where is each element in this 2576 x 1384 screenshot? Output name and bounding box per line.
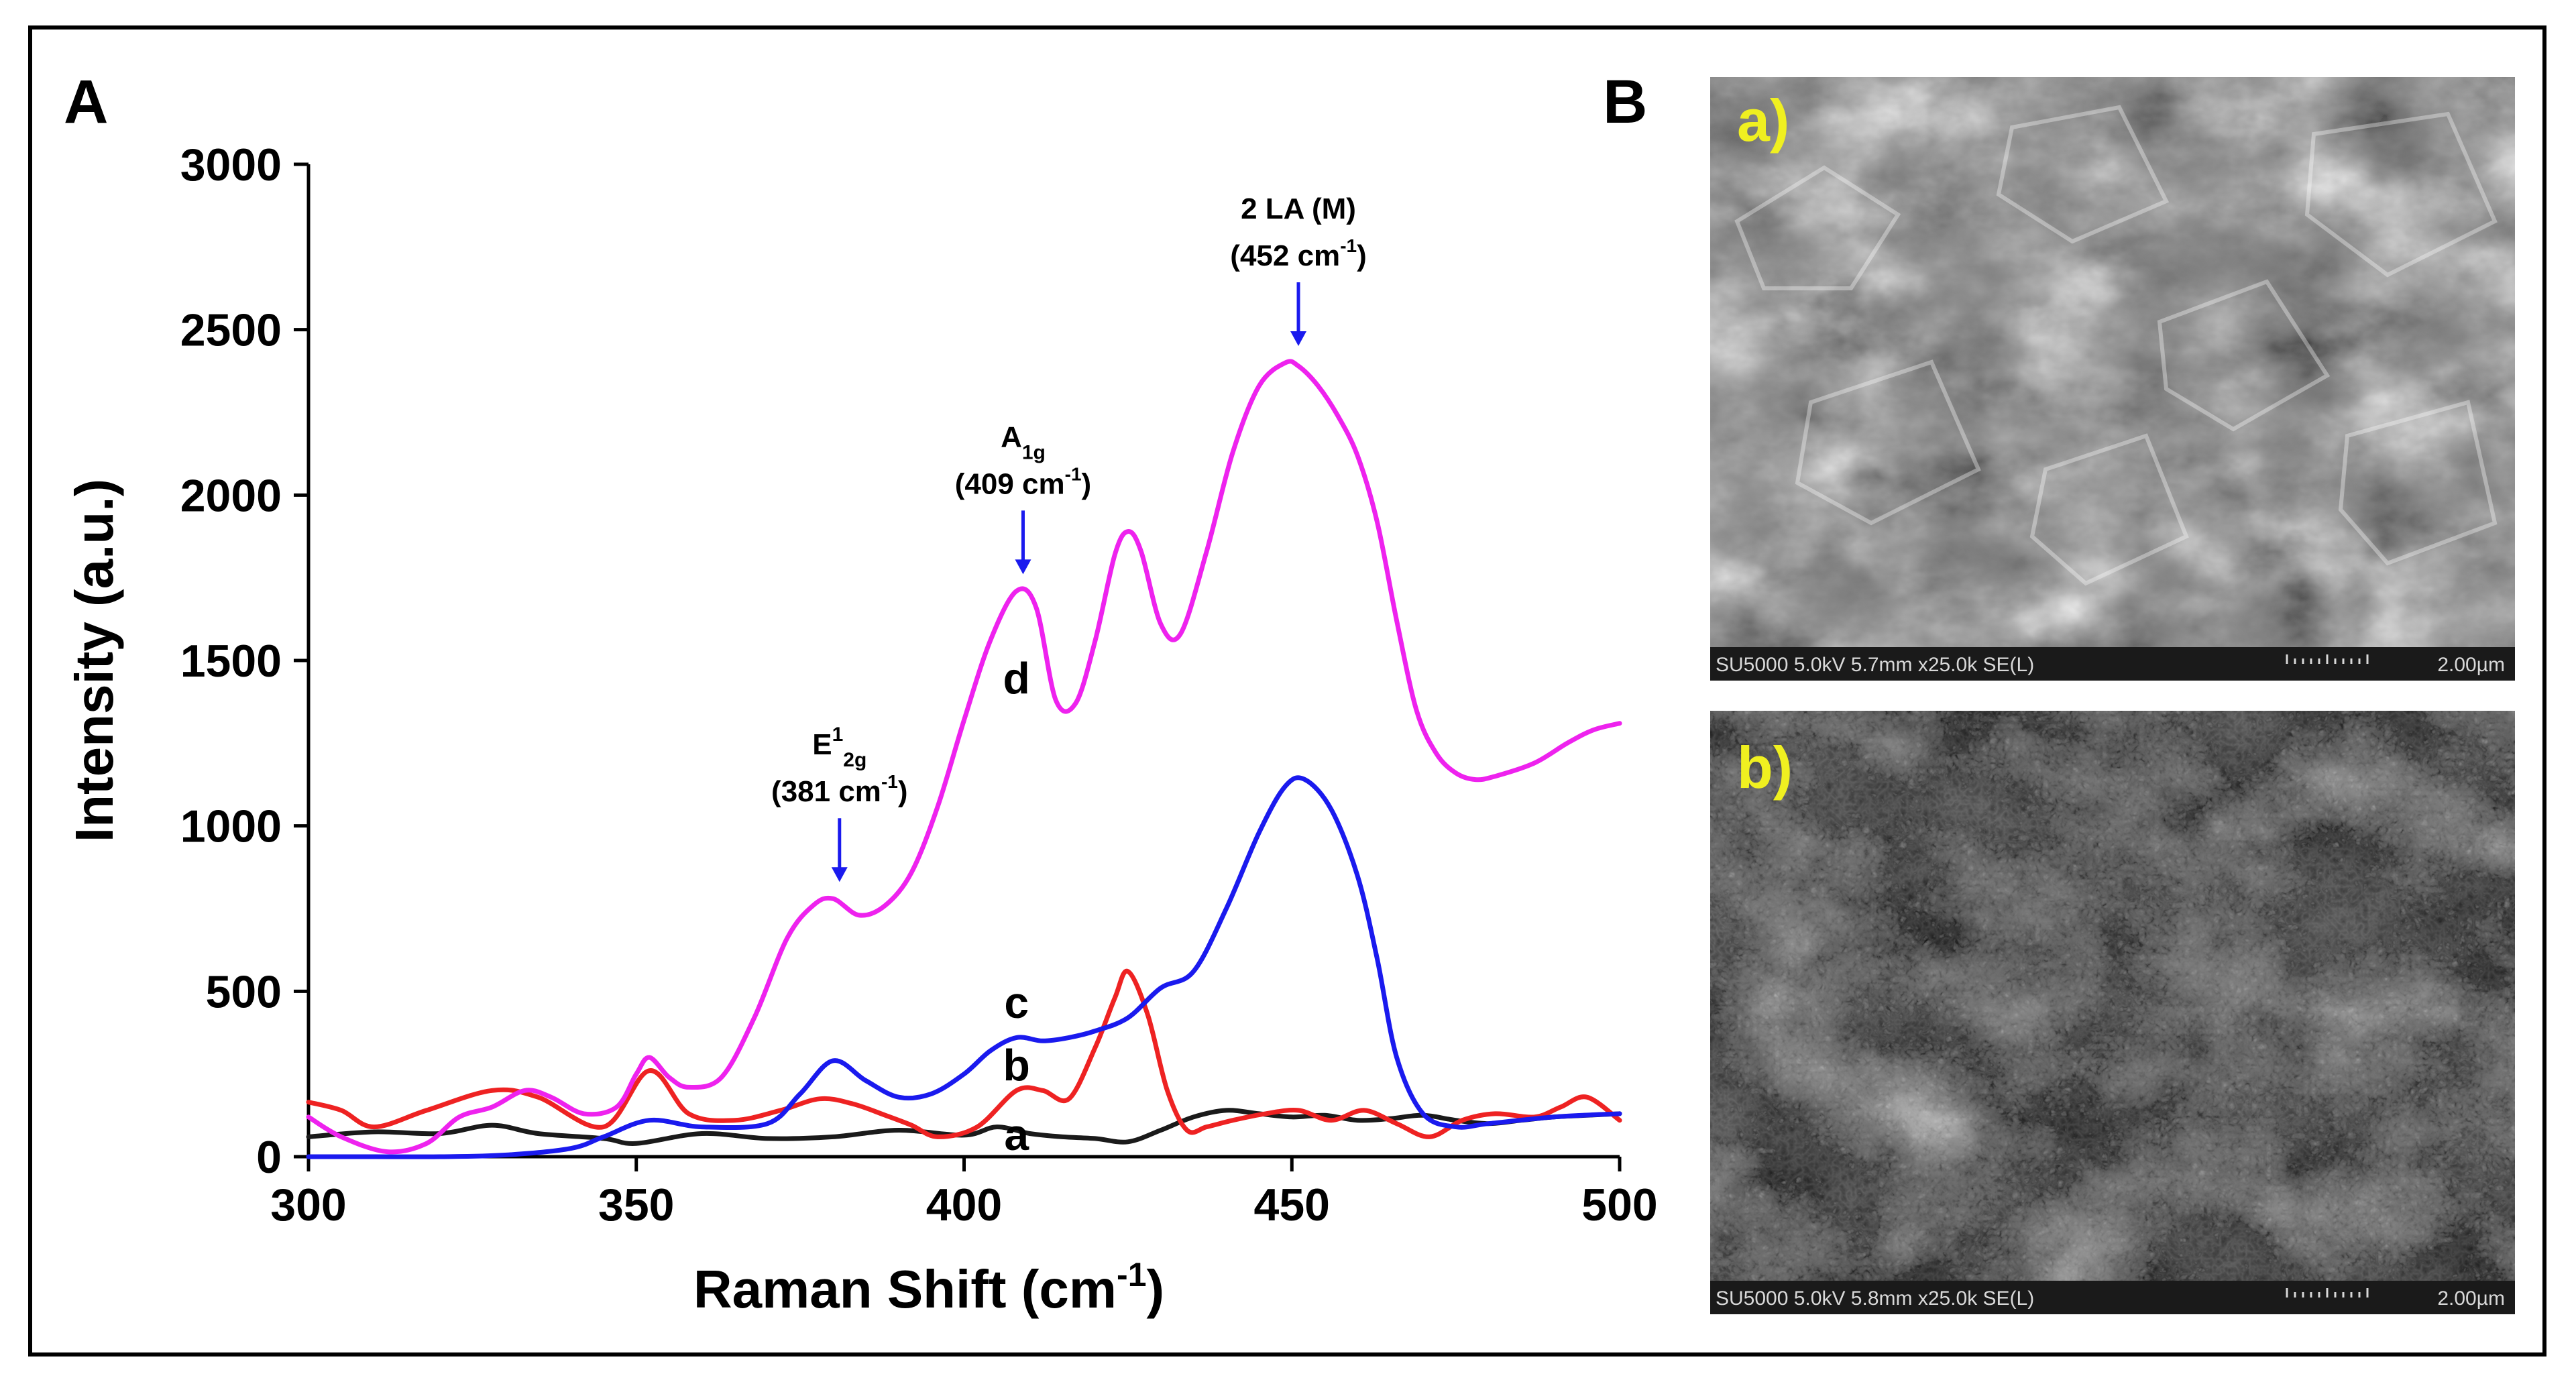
down-arrow-icon bbox=[1290, 331, 1307, 346]
annotation-mode-label: E12g bbox=[812, 724, 866, 771]
y-tick-label: 3000 bbox=[180, 139, 282, 190]
panel-b-label: B bbox=[1603, 68, 1647, 136]
sem-a-label: a) bbox=[1737, 87, 1789, 154]
peak-annotation: 2 LA (M) (452 cm-1) bbox=[1230, 192, 1367, 346]
sem-b-texture bbox=[1710, 711, 2515, 1314]
sem-image-b: SU5000 5.0kV 5.8mm x25.0k SE(L) 2.00µm b… bbox=[1710, 711, 2515, 1314]
sem-b-caption-bar bbox=[1710, 1281, 2515, 1314]
series-line-b bbox=[306, 968, 1622, 1139]
sem-a-scale-ticks bbox=[2286, 654, 2369, 664]
y-tick-label: 1000 bbox=[180, 801, 282, 852]
y-axis-title: Intensity (a.u.) bbox=[64, 479, 124, 842]
annotation-wavenumber-label: (452 cm-1) bbox=[1230, 235, 1366, 272]
curve-label-c: c bbox=[1004, 978, 1029, 1027]
y-tick-label: 2000 bbox=[180, 470, 282, 521]
curve-label-d: d bbox=[1003, 653, 1030, 703]
curve-label-b: b bbox=[1003, 1041, 1030, 1090]
y-tick-label: 1500 bbox=[180, 636, 282, 687]
sem-a-scale-text: 2.00µm bbox=[2437, 654, 2505, 676]
series-line-c bbox=[306, 775, 1622, 1159]
sem-a-texture bbox=[1710, 77, 2515, 681]
x-tick-label: 400 bbox=[926, 1179, 1002, 1230]
panel-a-label: A bbox=[64, 68, 108, 136]
sem-b-label: b) bbox=[1737, 734, 1793, 801]
figure-frame bbox=[28, 25, 2546, 1357]
y-tick-label: 2500 bbox=[180, 305, 282, 356]
annotation-mode-label: 2 LA (M) bbox=[1241, 192, 1356, 225]
y-tick-label: 0 bbox=[256, 1132, 282, 1183]
x-axis-title: Raman Shift (cm-1) bbox=[693, 1256, 1164, 1319]
annotation-wavenumber-label: (381 cm-1) bbox=[771, 771, 907, 808]
sem-image-a: SU5000 5.0kV 5.7mm x25.0k SE(L) 2.00µm a… bbox=[1710, 77, 2515, 681]
sem-b-scale-ticks bbox=[2286, 1288, 2369, 1298]
x-tick-label: 450 bbox=[1254, 1179, 1330, 1230]
sem-a-flakes bbox=[1734, 105, 2498, 586]
sem-b-caption: SU5000 5.0kV 5.8mm x25.0k SE(L) bbox=[1716, 1287, 2034, 1310]
annotation-mode-label: A1g bbox=[1001, 420, 1046, 463]
peak-annotation: E12g(381 cm-1) bbox=[771, 724, 908, 882]
peak-annotation: A1g(409 cm-1) bbox=[955, 420, 1091, 575]
x-tick-label: 300 bbox=[270, 1179, 346, 1230]
series-line-d bbox=[306, 359, 1622, 1155]
down-arrow-icon bbox=[1015, 559, 1031, 575]
down-arrow-icon bbox=[831, 867, 848, 882]
series-line-a bbox=[306, 1108, 1622, 1146]
sem-b-scale-text: 2.00µm bbox=[2437, 1287, 2505, 1310]
y-tick-label: 500 bbox=[206, 966, 282, 1017]
annotation-wavenumber-label: (409 cm-1) bbox=[955, 463, 1091, 500]
x-tick-label: 500 bbox=[1581, 1179, 1657, 1230]
x-tick-label: 350 bbox=[598, 1179, 674, 1230]
sem-a-caption-bar bbox=[1710, 647, 2515, 681]
sem-a-caption: SU5000 5.0kV 5.7mm x25.0k SE(L) bbox=[1716, 654, 2034, 676]
curve-label-a: a bbox=[1004, 1110, 1029, 1159]
